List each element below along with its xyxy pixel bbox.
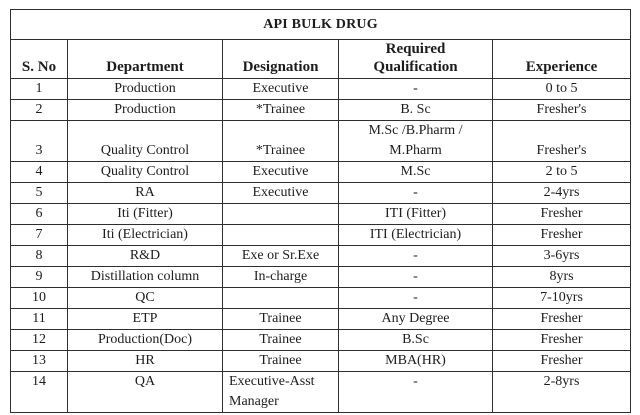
table-row: 9 Distillation column In-charge -8yrs <box>10 266 632 288</box>
cell-experience: 2 to 5 <box>491 161 632 183</box>
table-row: 2 Production *Trainee B. Sc Fresher's <box>10 99 632 121</box>
table-row: 12 Production(Doc) Trainee B.Sc Fresher <box>10 329 632 351</box>
cell-department: Production(Doc) <box>67 329 223 351</box>
cell-experience: Fresher's <box>491 99 632 121</box>
col-header-designation: Designation <box>222 39 339 79</box>
table-row: 7 Iti (Electrician) ITI (Electrician) Fresh… <box>10 224 632 246</box>
cell-department: Iti (Electrician) <box>67 224 223 246</box>
cell-sno: 7 <box>10 224 68 246</box>
cell-designation: In-charge <box>222 266 339 288</box>
cell-sno: 6 <box>10 203 68 225</box>
cell-department: Distillation column <box>67 266 223 288</box>
cell-qualification: ITI (Fitter) <box>338 203 493 225</box>
cell-sno: 9 <box>10 266 68 288</box>
cell-experience: Fresher <box>491 329 632 351</box>
cell-qualification: Any Degree <box>338 308 493 330</box>
col-header-experience: Experience <box>491 39 632 79</box>
cell-designation: Trainee <box>222 308 339 330</box>
page-title: API BULK DRUG <box>9 9 632 40</box>
cell-experience: Fresher <box>491 224 632 246</box>
table-row: 10 QC -7-10yrs <box>10 287 632 309</box>
header-row: S. No Department Designation Required Qu… <box>10 39 632 79</box>
cell-department: RA <box>67 182 223 204</box>
cell-designation: Executive <box>222 161 339 183</box>
cell-experience: 3-6yrs <box>491 245 632 267</box>
cell-qualification: - <box>338 245 493 267</box>
cell-designation <box>222 203 339 225</box>
cell-sno: 11 <box>10 308 68 330</box>
cell-department: R&D <box>67 245 223 267</box>
cell-designation <box>222 224 339 246</box>
cell-qualification: - <box>338 266 493 288</box>
cell-department: HR <box>67 350 223 372</box>
table-row: 1 Production Executive -0 to 5 <box>10 78 632 100</box>
cell-experience: 7-10yrs <box>491 287 632 309</box>
cell-sno: 4 <box>10 161 68 183</box>
cell-sno: 14 <box>10 371 68 413</box>
cell-department: Production <box>67 78 223 100</box>
cell-designation: *Trainee <box>222 99 339 121</box>
cell-designation <box>222 287 339 309</box>
cell-department: Quality Control <box>67 120 223 162</box>
cell-qualification: B. Sc <box>338 99 493 121</box>
cell-designation: Exe or Sr.Exe <box>222 245 339 267</box>
cell-department: Production <box>67 99 223 121</box>
cell-qualification: M.Sc /B.Pharm / M.Pharm <box>338 120 493 162</box>
cell-sno: 3 <box>10 120 68 162</box>
cell-qualification: B.Sc <box>338 329 493 351</box>
cell-department: Iti (Fitter) <box>67 203 223 225</box>
title-row: API BULK DRUG <box>9 9 632 40</box>
cell-experience: 0 to 5 <box>491 78 632 100</box>
cell-experience: 2-8yrs <box>491 371 632 413</box>
cell-department: Quality Control <box>67 161 223 183</box>
table-row: 3 Quality Control *Trainee M.Sc /B.Pharm / … <box>10 120 632 162</box>
cell-sno: 1 <box>10 78 68 100</box>
cell-sno: 10 <box>10 287 68 309</box>
cell-qualification: M.Sc <box>338 161 493 183</box>
table-row: 13 HR Trainee MBA(HR) Fresher <box>10 350 632 372</box>
cell-designation: Trainee <box>222 350 339 372</box>
cell-qualification: - <box>338 371 493 413</box>
table-row: 8 R&D Exe or Sr.Exe -3-6yrs <box>10 245 632 267</box>
cell-experience: 2-4yrs <box>491 182 632 204</box>
cell-department: QA <box>67 371 223 413</box>
table-row: 6 Iti (Fitter) ITI (Fitter) Fresher <box>10 203 632 225</box>
col-header-sno: S. No <box>10 39 68 79</box>
cell-department: ETP <box>67 308 223 330</box>
table-body: 1 Production Executive -0 to 5 2 Production *T… <box>10 78 632 413</box>
table-row: 11 ETP Trainee Any Degree Fresher <box>10 308 632 330</box>
cell-designation: *Trainee <box>222 120 339 162</box>
cell-experience: Fresher <box>491 350 632 372</box>
cell-sno: 5 <box>10 182 68 204</box>
table-head: API BULK DRUG S. No Department Designati… <box>9 9 632 79</box>
col-header-department: Department <box>67 39 223 79</box>
cell-department: QC <box>67 287 223 309</box>
cell-designation: Executive <box>222 182 339 204</box>
table-row: 5 RA Executive -2-4yrs <box>10 182 632 204</box>
api-bulk-drug-table: API BULK DRUG S. No Department Designati… <box>9 9 632 413</box>
cell-qualification: - <box>338 78 493 100</box>
cell-experience: Fresher <box>491 203 632 225</box>
cell-designation: Executive <box>222 78 339 100</box>
cell-experience: 8yrs <box>491 266 632 288</box>
cell-experience: Fresher's <box>491 120 632 162</box>
cell-qualification: - <box>338 287 493 309</box>
table-row: 4 Quality Control Executive M.Sc 2 to 5 <box>10 161 632 183</box>
col-header-qualification: Required Qualification <box>338 39 493 79</box>
cell-experience: Fresher <box>491 308 632 330</box>
table-row: 14 QA Executive-Asst Manager -2-8yrs <box>10 371 632 413</box>
cell-sno: 12 <box>10 329 68 351</box>
cell-designation: Trainee <box>222 329 339 351</box>
cell-qualification: ITI (Electrician) <box>338 224 493 246</box>
cell-sno: 2 <box>10 99 68 121</box>
cell-sno: 13 <box>10 350 68 372</box>
cell-qualification: MBA(HR) <box>338 350 493 372</box>
cell-sno: 8 <box>10 245 68 267</box>
cell-qualification: - <box>338 182 493 204</box>
cell-designation: Executive-Asst Manager <box>222 371 339 413</box>
